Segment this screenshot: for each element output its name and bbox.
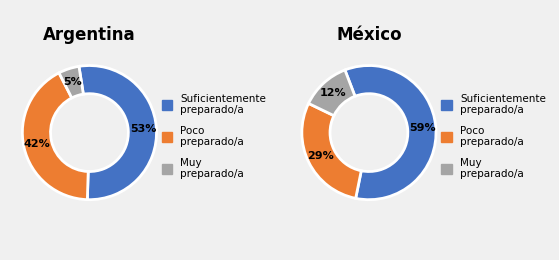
Wedge shape (302, 103, 361, 198)
Wedge shape (22, 73, 88, 200)
Title: Argentina: Argentina (43, 27, 136, 44)
Wedge shape (345, 66, 436, 200)
Text: 59%: 59% (409, 123, 435, 133)
Text: 42%: 42% (23, 139, 50, 149)
Wedge shape (309, 70, 355, 116)
Text: 5%: 5% (64, 76, 82, 87)
Legend: Suficientemente
preparado/a, Poco
preparado/a, Muy
preparado/a: Suficientemente preparado/a, Poco prepar… (162, 94, 266, 179)
Legend: Suficientemente
preparado/a, Poco
preparado/a, Muy
preparado/a: Suficientemente preparado/a, Poco prepar… (441, 94, 546, 179)
Text: 12%: 12% (319, 88, 346, 98)
Title: México: México (336, 27, 402, 44)
Wedge shape (79, 66, 157, 200)
Wedge shape (59, 66, 83, 98)
Text: 53%: 53% (130, 124, 156, 134)
Text: 29%: 29% (307, 152, 334, 161)
